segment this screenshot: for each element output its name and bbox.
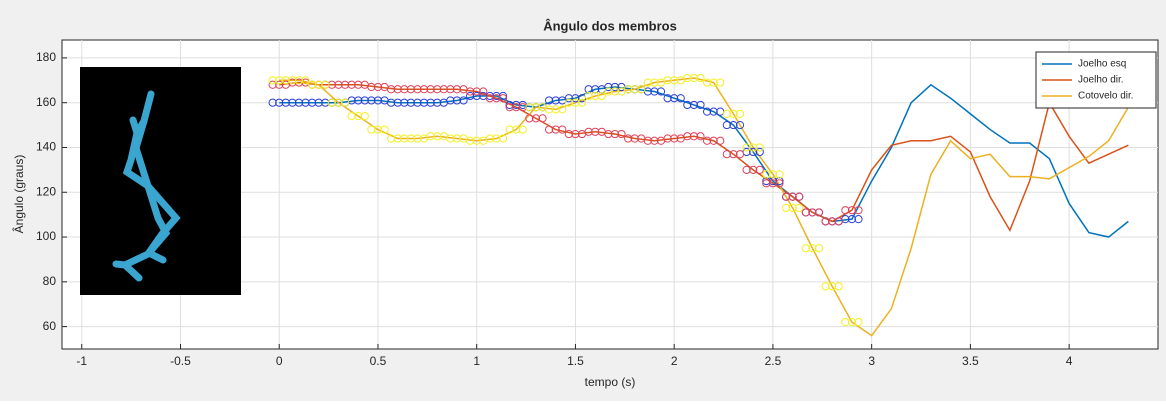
y-tick-label: 120 — [36, 184, 56, 198]
x-tick-label: 3.5 — [962, 354, 979, 368]
limb — [116, 264, 125, 265]
y-tick-label: 100 — [36, 229, 56, 243]
chart-title: Ângulo dos membros — [543, 18, 677, 33]
x-axis-label: tempo (s) — [585, 375, 636, 389]
x-tick-label: 0.5 — [370, 354, 387, 368]
skeleton-image — [80, 67, 241, 295]
x-tick-label: 0 — [276, 354, 283, 368]
y-tick-label: 180 — [36, 50, 56, 64]
chart: Ângulo dos membros tempo (s) Ângulo (gra… — [0, 0, 1166, 401]
y-axis-label: Ângulo (graus) — [11, 155, 26, 234]
legend-label: Joelho esq — [1078, 59, 1126, 70]
x-tick-label: 4 — [1066, 354, 1073, 368]
y-tick-label: 80 — [43, 274, 57, 288]
page: {"chart_data": {"type": "line", "title":… — [0, 0, 1166, 406]
x-tick-label: 1.5 — [567, 354, 584, 368]
limb — [133, 120, 137, 133]
legend-label: Cotovelo dir. — [1078, 91, 1134, 102]
x-tick-label: -0.5 — [170, 354, 191, 368]
x-tick-label: 1 — [473, 354, 480, 368]
x-tick-label: 2 — [671, 354, 678, 368]
legend-label: Joelho dir. — [1078, 75, 1124, 86]
legend: Joelho esq Joelho dir. Cotovelo dir. — [1036, 52, 1156, 108]
x-tick-label: -1 — [76, 354, 87, 368]
x-tick-label: 3 — [868, 354, 875, 368]
y-tick-label: 140 — [36, 140, 56, 154]
y-tick-label: 60 — [43, 319, 57, 333]
x-tick-label: 2.5 — [765, 354, 782, 368]
y-tick-label: 160 — [36, 95, 56, 109]
